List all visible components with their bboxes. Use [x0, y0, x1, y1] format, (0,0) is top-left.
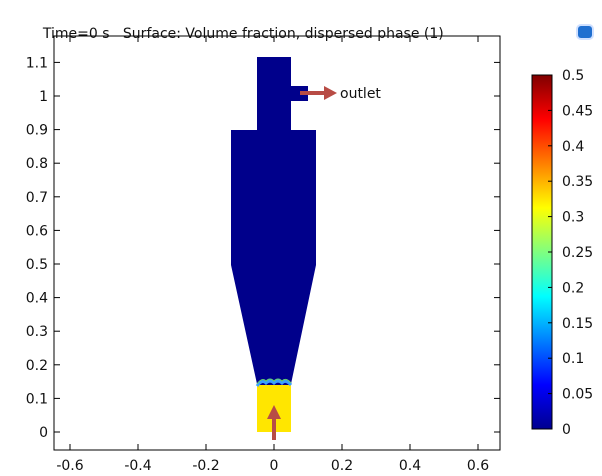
- interface-front: [255, 379, 293, 387]
- outlet-arrow-icon: [300, 86, 337, 100]
- x-axis: -0.6 -0.4 -0.2 0 0.2 0.4 0.6: [56, 36, 489, 474]
- y-axis: 0 0.1 0.2 0.3 0.4 0.5 0.6 0.7 0.8 0.9 1 1.1: [26, 55, 500, 441]
- colorbar-tick-label: 0.15: [562, 316, 593, 332]
- time-label: Time=0 s: [42, 26, 110, 42]
- y-tick-label: 1: [39, 89, 48, 105]
- colorbar-tick-label: 0.1: [562, 351, 584, 367]
- x-tick-label: 0: [270, 458, 279, 474]
- outlet-label: outlet: [340, 86, 381, 102]
- colorbar-tick-label: 0.5: [562, 68, 584, 84]
- y-tick-label: 0.4: [26, 291, 48, 307]
- y-tick-label: 0.1: [26, 391, 48, 407]
- colorbar-tick-label: 0.2: [562, 280, 584, 296]
- colorbar-tick-label: 0.3: [562, 210, 584, 226]
- cyclone-body: [231, 57, 316, 432]
- y-tick-label: 1.1: [26, 55, 48, 71]
- inlet-arrow-icon: [267, 405, 281, 440]
- x-tick-label: -0.6: [56, 458, 83, 474]
- x-tick-label: 0.2: [331, 458, 353, 474]
- y-tick-label: 0.3: [26, 324, 48, 340]
- y-tick-label: 0.8: [26, 156, 48, 172]
- y-tick-label: 0.5: [26, 257, 48, 273]
- x-tick-label: 0.4: [399, 458, 421, 474]
- interface-front-edge: [256, 378, 292, 385]
- colorbar-tick-label: 0.4: [562, 139, 584, 155]
- colorbar-tick-label: 0.25: [562, 245, 593, 261]
- y-tick-label: 0: [39, 425, 48, 441]
- surface-label: Surface: Volume fraction, dispersed phas…: [122, 26, 444, 42]
- colorbar-tick-label: 0.45: [562, 103, 593, 119]
- x-tick-label: -0.4: [124, 458, 151, 474]
- colorbar-ticks: 0 0.05 0.1 0.15 0.2 0.25 0.3 0.35 0.4 0.45 0.5: [548, 68, 593, 438]
- colorbar-tick-label: 0.05: [562, 387, 593, 403]
- colorbar-tick-label: 0: [562, 422, 571, 438]
- y-tick-label: 0.7: [26, 190, 48, 206]
- cyclone-domain: [231, 57, 316, 432]
- x-tick-label: 0.6: [467, 458, 489, 474]
- y-tick-label: 0.9: [26, 123, 48, 139]
- y-tick-label: 0.2: [26, 358, 48, 374]
- colorbar-tick-label: 0.35: [562, 174, 593, 190]
- comsol-app-icon[interactable]: [578, 26, 592, 38]
- y-tick-label: 0.6: [26, 223, 48, 239]
- x-tick-label: -0.2: [192, 458, 219, 474]
